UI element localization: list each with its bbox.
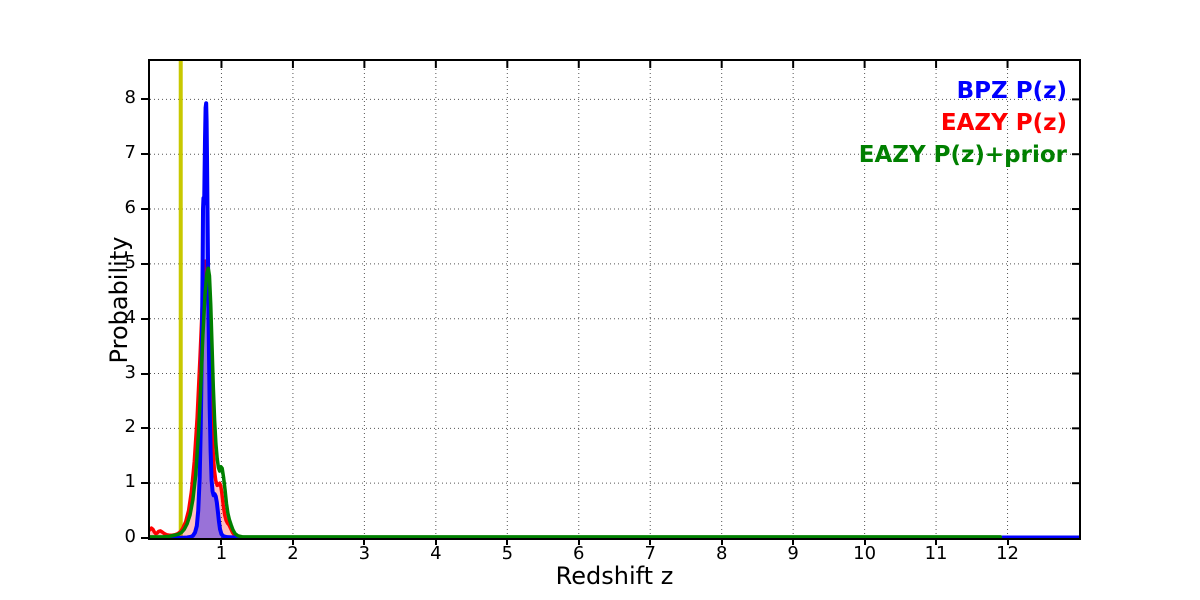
y-tick-label: 2 <box>124 416 136 438</box>
tick-bottom <box>649 538 652 545</box>
tick-left <box>141 153 148 156</box>
y-tick-label: 8 <box>124 87 136 109</box>
y-tick-label: 5 <box>124 251 136 273</box>
y-tick-label: 6 <box>124 197 136 219</box>
legend-item: EAZY P(z)+prior <box>858 142 1067 168</box>
x-tick-label: 1 <box>215 543 228 564</box>
tick-left <box>141 427 148 430</box>
x-tick-label: 7 <box>644 543 656 564</box>
x-tick-label: 4 <box>430 543 442 564</box>
chart-canvas <box>150 61 1079 538</box>
tick-left <box>141 482 148 485</box>
tick-bottom <box>792 538 795 545</box>
tick-left <box>141 372 148 375</box>
y-tick-label: 7 <box>124 142 136 164</box>
x-tick-label: 11 <box>924 543 948 564</box>
tick-bottom <box>935 538 938 545</box>
x-tick-label: 10 <box>853 543 877 564</box>
tick-left <box>141 317 148 320</box>
tick-bottom <box>720 538 723 545</box>
y-tick-label: 0 <box>124 526 136 547</box>
tick-bottom <box>863 538 866 545</box>
tick-left <box>141 537 148 539</box>
x-tick-label: 2 <box>287 543 299 564</box>
tick-bottom <box>434 538 437 545</box>
series-line <box>150 259 1003 538</box>
y-tick-label: 1 <box>124 471 136 493</box>
tick-left <box>141 208 148 211</box>
tick-bottom <box>291 538 294 545</box>
tick-bottom <box>1006 538 1009 545</box>
tick-bottom <box>577 538 580 545</box>
x-tick-label: 6 <box>573 543 585 564</box>
tick-left <box>141 98 148 101</box>
tick-bottom <box>363 538 366 545</box>
legend-item: BPZ P(z) <box>956 78 1067 104</box>
x-tick-label: 8 <box>715 543 728 564</box>
y-axis-label: Probability <box>105 236 133 364</box>
y-tick-label: 4 <box>124 306 136 328</box>
series-fill <box>150 261 1001 538</box>
x-tick-label: 5 <box>501 543 514 564</box>
tick-bottom <box>220 538 223 545</box>
x-axis-label: Redshift z <box>555 562 674 590</box>
legend: BPZ P(z) EAZY P(z) EAZY P(z)+prior <box>859 75 1067 171</box>
plot-area: BPZ P(z) EAZY P(z) EAZY P(z)+prior <box>148 59 1081 540</box>
x-tick-label: 12 <box>996 543 1019 564</box>
y-tick-label: 3 <box>124 361 136 383</box>
x-tick-label: 3 <box>358 543 371 564</box>
tick-left <box>141 262 148 265</box>
series-line <box>150 266 1003 538</box>
tick-bottom <box>506 538 509 545</box>
series-line <box>150 101 1079 538</box>
x-tick-label: 9 <box>787 543 799 564</box>
legend-item: EAZY P(z) <box>940 110 1067 136</box>
